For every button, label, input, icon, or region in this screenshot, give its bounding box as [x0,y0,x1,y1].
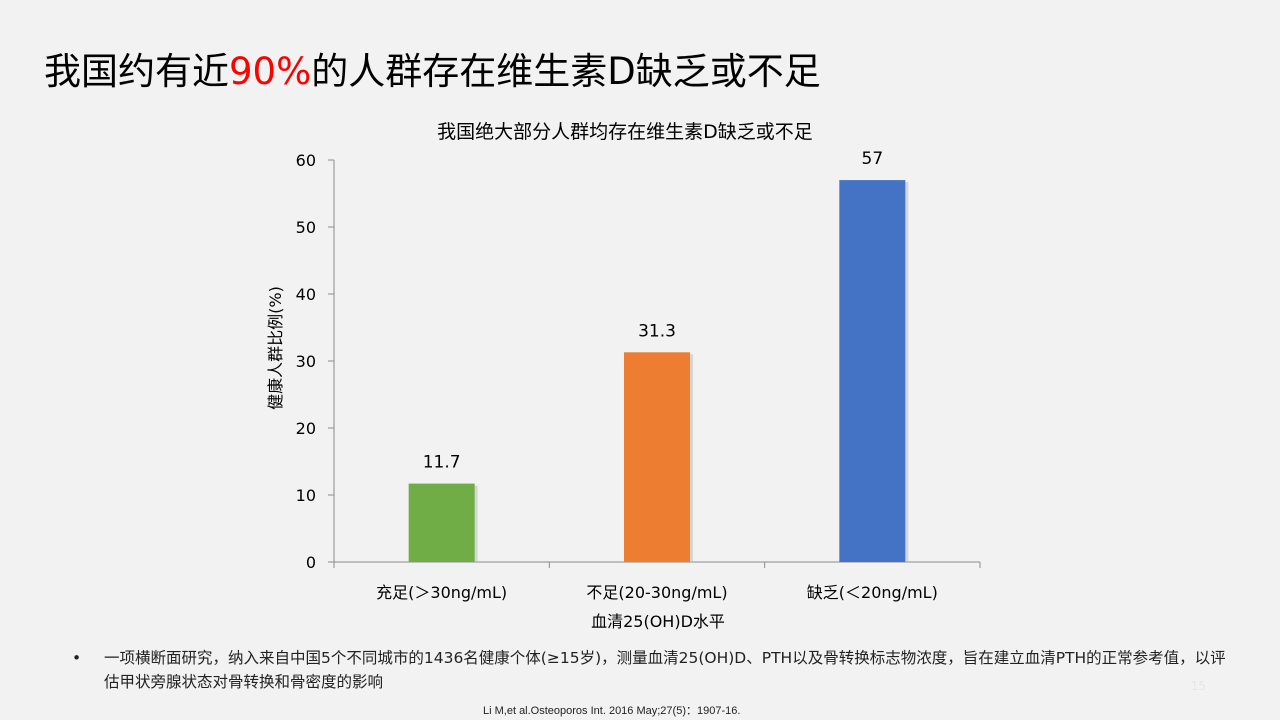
x-tick-label: 缺乏(＜20ng/mL) [807,583,938,602]
citation: Li M,et al.Osteoporos Int. 2016 May;27(5… [483,705,741,717]
bar [408,483,475,562]
data-labels: 11.7 31.3 57 [423,149,883,473]
y-tick-label: 50 [296,218,316,237]
title-text-start: 我国约有近 [44,50,229,93]
y-tick-label: 20 [296,419,316,438]
bullet-note: • 一项横断面研究，纳入来自中国5个不同城市的1436名健康个体(≥15岁)，测… [72,646,1234,694]
data-label: 31.3 [638,321,676,341]
x-tick-label: 不足(20-30ng/mL) [586,583,727,602]
y-axis-title: 健康人群比例(%) [266,286,285,410]
bar [839,180,906,562]
bar [624,352,690,562]
title-highlight: 90% [229,50,312,93]
data-label: 57 [862,149,884,169]
y-axis: 0 10 20 30 40 50 60 [296,151,335,572]
x-axis-title: 血清25(OH)D水平 [591,612,725,631]
x-axis: 充足(＞30ng/mL) 不足(20-30ng/mL) 缺乏(＜20ng/mL) [333,561,981,602]
x-tick-label: 充足(＞30ng/mL) [376,583,507,602]
bullet-text: 一项横断面研究，纳入来自中国5个不同城市的1436名健康个体(≥15岁)，测量血… [104,649,1226,691]
bullet-marker: • [72,649,82,667]
bar-chart: 我国绝大部分人群均存在维生素D缺乏或不足 0 10 20 30 40 50 60 充足(＞3… [266,121,981,631]
y-tick-label: 30 [296,352,316,371]
y-tick-label: 40 [296,285,316,304]
slide-title: 我国约有近90%的人群存在维生素D缺乏或不足 [44,46,821,98]
data-label: 11.7 [423,453,461,473]
y-tick-label: 10 [296,486,316,505]
y-tick-label: 0 [306,553,316,572]
y-tick-label: 60 [296,151,316,170]
chart-title: 我国绝大部分人群均存在维生素D缺乏或不足 [437,121,813,143]
title-text-end: 的人群存在维生素D缺乏或不足 [311,50,821,93]
page-number: 15 [1190,679,1206,693]
bar-series [408,180,909,562]
